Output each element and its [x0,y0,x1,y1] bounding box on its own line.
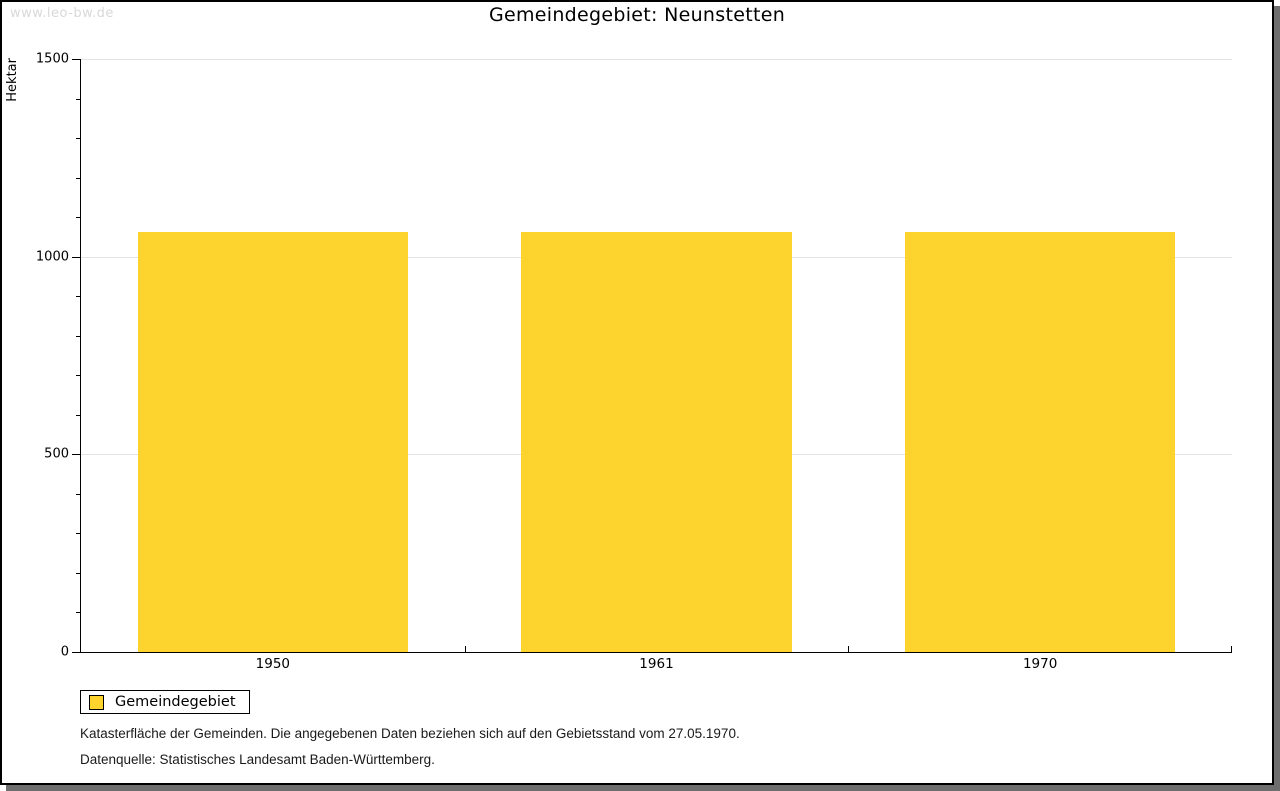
y-axis-minor-tick-1200 [76,177,81,179]
y-axis-minor-tick-900 [76,296,81,298]
y-axis-tick-label-0: 0 [60,644,69,660]
legend: Gemeindegebiet [80,690,250,714]
bar-1970 [905,231,1176,652]
y-axis-minor-tick-1400 [76,98,81,100]
y-axis-minor-tick-600 [76,414,81,416]
y-axis-major-tick-1500 [72,59,81,60]
y-axis-tick-label-500: 500 [44,446,69,462]
gridline-1500 [81,59,1232,60]
legend-label: Gemeindegebiet [115,694,236,710]
plot-area: 0 500 1000 1500 1950 1961 1970 [36,52,1232,672]
x-axis-label-1961: 1961 [639,656,674,672]
x-axis-label-1970: 1970 [1022,656,1058,672]
bar-group-1950: 1950 [81,59,465,672]
y-axis-tick-label-1000: 1000 [35,249,69,265]
legend-swatch-icon [89,694,104,710]
x-axis-tick-1 [464,646,466,652]
bar-group-1970: 1970 [848,59,1232,672]
footnote-source: Datenquelle: Statistisches Landesamt Bad… [80,752,435,767]
bar-1961 [521,231,792,652]
y-axis-minor-tick-100 [76,612,81,614]
y-axis-tick-label-1500: 1500 [35,51,69,67]
y-axis-minor-tick-300 [76,533,81,535]
y-axis-major-tick-1000 [72,256,81,258]
bar-1950 [137,231,408,652]
y-axis-minor-tick-700 [76,375,81,377]
x-axis-end-tick [1231,646,1232,652]
y-axis-minor-tick-400 [76,493,81,495]
y-axis-major-tick-0 [72,652,81,653]
y-axis-minor-tick-1100 [76,217,81,219]
bar-group-1961: 1961 [465,59,849,672]
chart-title: Gemeindegebiet: Neunstetten [488,4,786,26]
footnote-description: Katasterfläche der Gemeinden. Die angege… [80,726,740,741]
x-axis-label-1950: 1950 [255,656,290,672]
y-axis-major-tick-500 [72,454,81,456]
y-axis-minor-tick-1300 [76,138,81,140]
y-axis-label: Hektar [5,58,20,102]
watermark: www.leo-bw.de [10,6,114,21]
y-axis-minor-tick-200 [76,572,81,574]
x-axis-tick-2 [848,646,850,652]
y-axis-minor-tick-800 [76,335,81,337]
